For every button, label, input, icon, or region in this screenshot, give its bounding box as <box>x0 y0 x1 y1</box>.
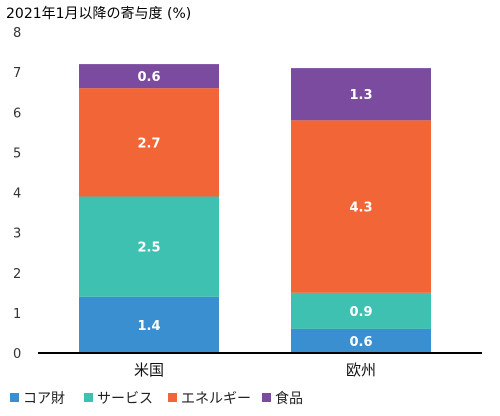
chart-title: 2021年1月以降の寄与度 (%) <box>6 5 191 22</box>
y-tick-label: 7 <box>13 66 21 81</box>
bar-segment <box>79 64 219 89</box>
bar-segment <box>291 120 431 293</box>
bar-segment <box>291 292 431 329</box>
y-tick-label: 3 <box>13 227 21 242</box>
x-category-label: 欧州 <box>346 361 376 379</box>
legend-swatch <box>168 393 177 402</box>
data-label: 2.5 <box>137 241 160 256</box>
bar-segment <box>79 88 219 197</box>
data-label: 0.9 <box>349 305 372 320</box>
y-tick-label: 1 <box>13 307 21 322</box>
y-tick-label: 4 <box>13 187 21 202</box>
data-label: 1.4 <box>137 319 160 334</box>
bar-segment <box>79 196 219 297</box>
data-label: 0.6 <box>137 70 160 85</box>
bar-segment <box>291 68 431 121</box>
legend-label: サービス <box>97 391 153 407</box>
data-label: 2.7 <box>137 136 160 151</box>
legend-label: 食品 <box>275 390 303 407</box>
data-label: 0.6 <box>349 335 372 350</box>
y-tick-label: 2 <box>13 267 21 282</box>
x-category-label: 米国 <box>134 361 164 379</box>
data-label: 4.3 <box>349 201 372 216</box>
legend-label: コア財 <box>23 391 65 407</box>
y-tick-label: 8 <box>13 26 21 41</box>
legend-swatch <box>10 393 19 402</box>
legend-swatch <box>262 393 271 402</box>
y-tick-label: 5 <box>13 146 21 161</box>
legend-swatch <box>84 393 93 402</box>
legend-label: エネルギー <box>181 391 251 407</box>
y-tick-label: 6 <box>13 106 21 121</box>
y-tick-label: 0 <box>13 347 21 362</box>
bar-segment <box>291 328 431 353</box>
bar-segment <box>79 296 219 353</box>
data-label: 1.3 <box>349 88 372 103</box>
